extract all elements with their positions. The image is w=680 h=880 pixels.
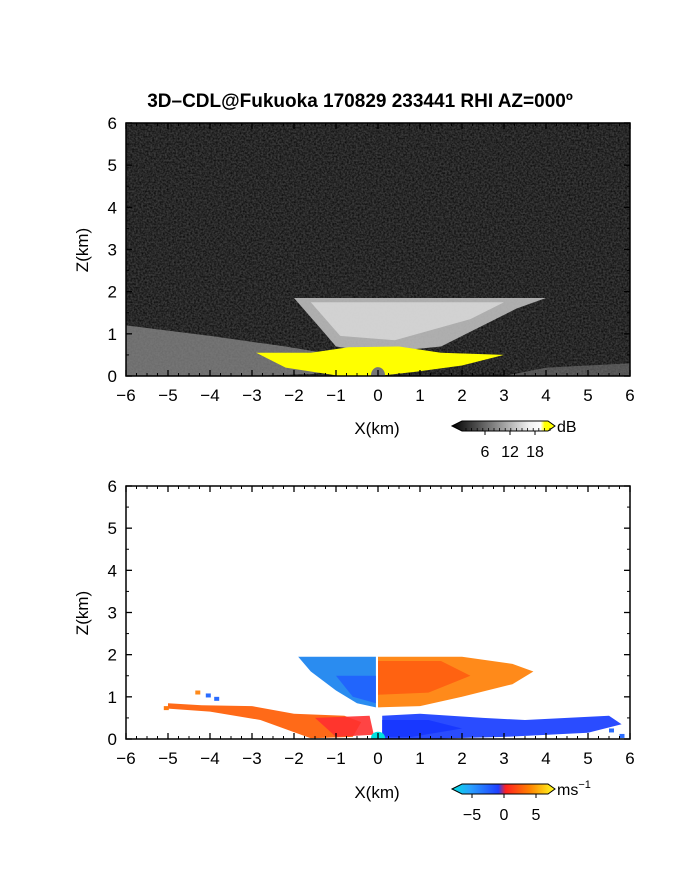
colorbar-bar [450, 783, 556, 795]
y-tick-label: 1 [108, 325, 117, 344]
x-tick-label: 4 [541, 749, 550, 768]
y-tick-label: 5 [108, 156, 117, 175]
x-tick-label: 0 [373, 749, 382, 768]
y-tick-label: 2 [108, 646, 117, 665]
velocity-colorbar: ms−1 −5 0 5 [450, 779, 591, 824]
colorbar-ticks [465, 428, 551, 435]
y-axis-label: Z(km) [73, 228, 92, 272]
y-tick-label: 4 [108, 561, 117, 580]
colorbar-unit: ms−1 [557, 779, 591, 799]
x-tick-label: 4 [541, 386, 550, 405]
echo-layer [126, 298, 630, 376]
right-low-receding [382, 713, 622, 739]
y-tick-label: 6 [108, 477, 117, 496]
y-axis-label: Z(km) [73, 591, 92, 635]
x-tick-label: 3 [499, 749, 508, 768]
colorbar-tick-label: 5 [532, 807, 541, 824]
x-tick-label: 6 [625, 386, 634, 405]
y-tick-label: 4 [108, 198, 117, 217]
upper-layer-bright [310, 302, 504, 341]
x-tick-label: 0 [373, 386, 382, 405]
upper-left-receding-core [336, 675, 376, 704]
y-tick-label: 1 [108, 688, 117, 707]
x-tick-label: −4 [200, 749, 219, 768]
figure-title: 3D–CDL@Fukuoka 170829 233441 RHI AZ=000º [147, 91, 573, 112]
left-low-approaching [168, 703, 362, 739]
x-tick-label: 1 [415, 749, 424, 768]
y-tick-label: 0 [108, 367, 117, 386]
colorbar-tick-label: −5 [463, 807, 481, 824]
colorbar-ticks [471, 794, 537, 798]
velocity-panel: −6 −5 −4 −3 −2 −1 0 1 2 3 4 5 6 0 1 2 3 4 5 6 X(km) Z(km) m… [73, 477, 635, 824]
x-tick-label: 2 [457, 749, 466, 768]
x-tick-label: −6 [116, 749, 135, 768]
x-tick-label: 1 [415, 386, 424, 405]
velocity-plot-area [163, 656, 625, 739]
left-low-approaching-core [315, 715, 374, 737]
x-tick-label: −6 [116, 386, 135, 405]
reflectivity-plot-area [126, 123, 630, 376]
y-tick-label: 6 [108, 114, 117, 133]
colorbar-tick-label: 12 [501, 444, 519, 461]
upper-right-approaching-core [378, 661, 471, 695]
fringe-pixel [163, 706, 169, 711]
y-tick-label: 0 [108, 730, 117, 749]
right-low-echo [504, 363, 630, 376]
x-tick-label: 3 [499, 386, 508, 405]
x-tick-label: 5 [583, 386, 592, 405]
x-tick-label: −2 [284, 386, 303, 405]
colorbar-bar [450, 420, 556, 432]
reflectivity-axes: −6 −5 −4 −3 −2 −1 0 1 2 3 4 5 6 0 1 2 3 4 5 6 [108, 114, 635, 405]
x-tick-label: 5 [583, 749, 592, 768]
colorbar-unit: dB [557, 419, 577, 436]
fringe-pixel [195, 690, 201, 695]
x-axis-label: X(km) [354, 783, 399, 802]
x-tick-label: −3 [242, 749, 261, 768]
x-tick-label: −5 [158, 386, 177, 405]
x-tick-label: 2 [457, 386, 466, 405]
y-tick-label: 3 [108, 241, 117, 260]
right-low-receding-core [382, 720, 462, 737]
colorbar-tick-label: 6 [481, 444, 490, 461]
y-tick-label: 2 [108, 283, 117, 302]
colorbar-tick-label: 0 [500, 807, 509, 824]
fringe-pixel [619, 733, 625, 738]
colorbar-tick-label: 18 [526, 444, 544, 461]
fringe-pixel [214, 696, 220, 701]
y-tick-label: 3 [108, 604, 117, 623]
fringe-pixel [609, 728, 614, 733]
x-axis-label: X(km) [354, 419, 399, 438]
y-tick-label: 5 [108, 519, 117, 538]
colorbar-unit-exponent: −1 [578, 779, 591, 791]
strong-echo-core [256, 346, 504, 376]
x-tick-label: −1 [326, 749, 345, 768]
x-tick-label: −3 [242, 386, 261, 405]
x-tick-label: −5 [158, 749, 177, 768]
x-tick-label: −4 [200, 386, 219, 405]
velocity-layer [163, 656, 625, 739]
x-tick-label: −1 [326, 386, 345, 405]
velocity-axes: −6 −5 −4 −3 −2 −1 0 1 2 3 4 5 6 0 1 2 3 4 5 6 [108, 477, 635, 768]
x-tick-label: −2 [284, 749, 303, 768]
x-tick-label: 6 [625, 749, 634, 768]
fringe-pixel [205, 693, 211, 698]
reflectivity-colorbar: dB 6 12 18 [450, 419, 577, 461]
